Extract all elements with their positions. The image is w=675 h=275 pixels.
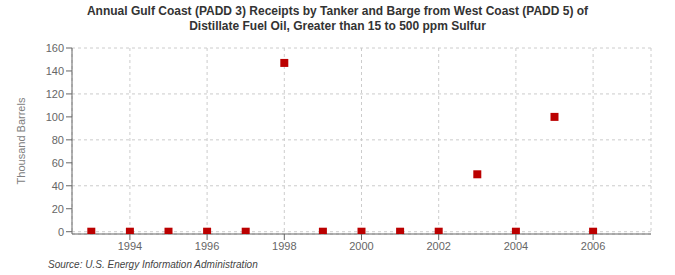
html-text:Annual Gulf Coast (PADD 3) Rec: Annual Gulf Coast (PADD 3) Receipts by T… <box>86 4 589 33</box>
svg-text:60: 60 <box>52 157 64 169</box>
svg-text:40: 40 <box>52 180 64 192</box>
svg-text:Thousand Barrels: Thousand Barrels <box>15 97 27 184</box>
svg-text:2002: 2002 <box>426 240 450 252</box>
svg-text:1996: 1996 <box>195 240 219 252</box>
svg-text:1994: 1994 <box>118 240 142 252</box>
svg-text:1998: 1998 <box>272 240 296 252</box>
svg-text:160: 160 <box>46 42 64 54</box>
svg-text:80: 80 <box>52 134 64 146</box>
svg-text:2000: 2000 <box>349 240 373 252</box>
svg-text:20: 20 <box>52 203 64 215</box>
svg-text:0: 0 <box>58 226 64 238</box>
svg-text:2004: 2004 <box>504 240 528 252</box>
svg-text:2006: 2006 <box>581 240 605 252</box>
html-text:Source: U.S. Energy Informatio: Source: U.S. Energy Information Administ… <box>48 259 258 270</box>
svg-text:120: 120 <box>46 88 64 100</box>
svg-text:100: 100 <box>46 111 64 123</box>
svg-text:140: 140 <box>46 65 64 77</box>
